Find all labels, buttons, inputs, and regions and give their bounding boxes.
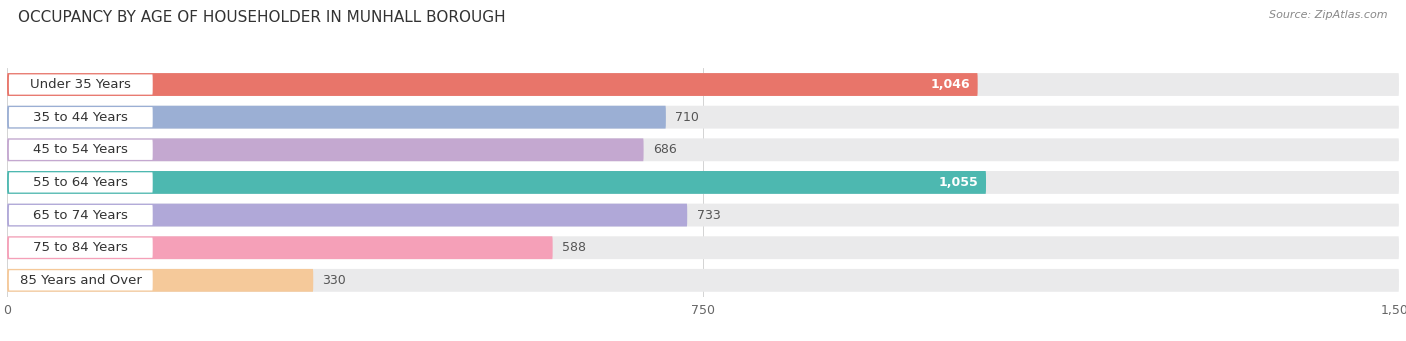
FancyBboxPatch shape xyxy=(8,270,153,291)
Text: 733: 733 xyxy=(696,209,720,222)
Text: 75 to 84 Years: 75 to 84 Years xyxy=(34,241,128,254)
FancyBboxPatch shape xyxy=(7,138,1399,161)
Text: 710: 710 xyxy=(675,111,699,124)
Text: 330: 330 xyxy=(322,274,346,287)
Text: 35 to 44 Years: 35 to 44 Years xyxy=(34,111,128,124)
FancyBboxPatch shape xyxy=(7,269,314,292)
FancyBboxPatch shape xyxy=(7,171,986,194)
FancyBboxPatch shape xyxy=(7,204,1399,226)
FancyBboxPatch shape xyxy=(7,73,977,96)
Text: 65 to 74 Years: 65 to 74 Years xyxy=(34,209,128,222)
FancyBboxPatch shape xyxy=(7,106,1399,129)
FancyBboxPatch shape xyxy=(8,238,153,258)
FancyBboxPatch shape xyxy=(7,171,1399,194)
FancyBboxPatch shape xyxy=(7,204,688,226)
FancyBboxPatch shape xyxy=(7,236,553,259)
Text: 55 to 64 Years: 55 to 64 Years xyxy=(34,176,128,189)
Text: 1,046: 1,046 xyxy=(931,78,970,91)
FancyBboxPatch shape xyxy=(8,172,153,193)
FancyBboxPatch shape xyxy=(8,205,153,225)
FancyBboxPatch shape xyxy=(7,236,1399,259)
FancyBboxPatch shape xyxy=(7,106,666,129)
FancyBboxPatch shape xyxy=(8,74,153,95)
Text: 1,055: 1,055 xyxy=(939,176,979,189)
Text: 686: 686 xyxy=(652,143,676,156)
Text: OCCUPANCY BY AGE OF HOUSEHOLDER IN MUNHALL BOROUGH: OCCUPANCY BY AGE OF HOUSEHOLDER IN MUNHA… xyxy=(18,10,506,25)
Text: Under 35 Years: Under 35 Years xyxy=(31,78,131,91)
FancyBboxPatch shape xyxy=(7,138,644,161)
Text: Source: ZipAtlas.com: Source: ZipAtlas.com xyxy=(1270,10,1388,20)
Text: 588: 588 xyxy=(562,241,586,254)
FancyBboxPatch shape xyxy=(7,269,1399,292)
FancyBboxPatch shape xyxy=(8,140,153,160)
Text: 45 to 54 Years: 45 to 54 Years xyxy=(34,143,128,156)
FancyBboxPatch shape xyxy=(8,107,153,127)
FancyBboxPatch shape xyxy=(7,73,1399,96)
Text: 85 Years and Over: 85 Years and Over xyxy=(20,274,142,287)
